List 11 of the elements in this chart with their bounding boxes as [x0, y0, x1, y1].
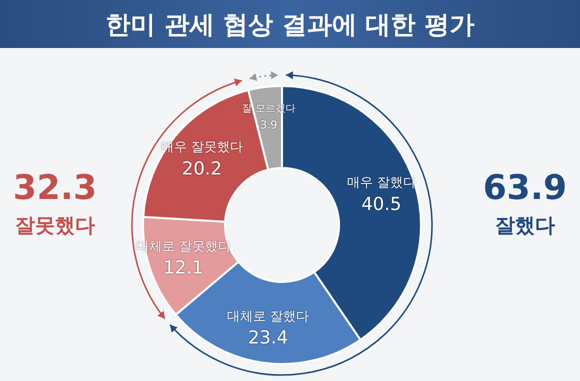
- data-label: 23.4: [248, 328, 288, 349]
- text: 잘못했다: [14, 212, 96, 239]
- slice-label: 대체로 잘했다: [226, 309, 310, 324]
- text: 32.3: [12, 168, 98, 208]
- data-label: 3.9: [260, 118, 278, 132]
- text: 63.9: [482, 168, 568, 208]
- data-label: 20.2: [182, 158, 222, 180]
- chart-title: 한미 관세 협상 결과에 대한 평가: [0, 0, 580, 48]
- data-label: 12.1: [163, 258, 204, 279]
- text: 잘했다: [494, 212, 556, 239]
- data-label: 40.5: [361, 194, 402, 215]
